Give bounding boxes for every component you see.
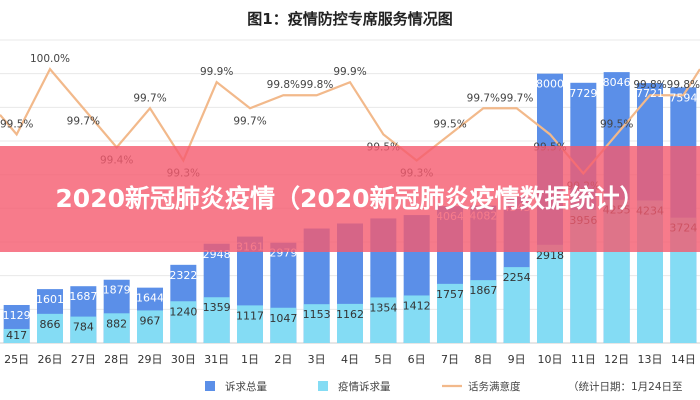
x-tick-label: 27日 xyxy=(71,353,96,366)
epidemic-bar xyxy=(537,244,563,343)
epidemic-bar xyxy=(37,313,63,343)
x-tick-label: 3日 xyxy=(308,353,326,366)
epidemic-value-label: 1412 xyxy=(403,299,431,312)
epidemic-bar xyxy=(170,301,197,343)
epidemic-value-label: 1757 xyxy=(436,288,464,301)
epidemic-value-label: 1047 xyxy=(269,312,297,325)
satisfaction-value-label: 99.7% xyxy=(67,115,100,127)
epidemic-value-label: 882 xyxy=(106,317,127,330)
epidemic-bar xyxy=(403,295,430,343)
epidemic-value-label: 1867 xyxy=(469,284,497,297)
epidemic-value-label: 1354 xyxy=(369,301,397,314)
epidemic-bar xyxy=(237,305,263,343)
satisfaction-value-label: 99.8% xyxy=(633,79,666,91)
epidemic-bar xyxy=(503,267,530,343)
legend-item-satisfaction: 话务满意度 xyxy=(442,380,521,393)
epidemic-bar xyxy=(137,310,163,343)
legend-item-total: 诉求总量 xyxy=(205,380,267,393)
total-value-label: 8000 xyxy=(536,78,564,91)
x-tick-label: 1日 xyxy=(241,353,259,366)
x-tick-label: 2日 xyxy=(274,353,292,366)
banner-text: 2020新冠肺炎疫情（2020新冠肺炎疫情数据统计） xyxy=(55,184,645,213)
footnote: （统计日期：1月24日至 xyxy=(568,380,683,393)
x-tick-label: 9日 xyxy=(508,353,526,366)
total-value-label: 7729 xyxy=(569,87,597,100)
satisfaction-value-label: 99.8% xyxy=(667,79,700,91)
satisfaction-value-label: 99.5% xyxy=(600,118,633,130)
x-tick-label: 13日 xyxy=(638,353,663,366)
legend-item-epidemic: 疫情诉求量 xyxy=(318,380,391,393)
x-tick-label: 5日 xyxy=(374,353,392,366)
total-value-label: 1687 xyxy=(69,290,97,303)
x-tick-label: 4日 xyxy=(341,353,359,366)
x-tick-label: 7日 xyxy=(441,353,459,366)
satisfaction-value-label: 99.8% xyxy=(300,79,333,91)
epidemic-bar xyxy=(103,313,130,343)
total-value-label: 1129 xyxy=(3,309,31,322)
epidemic-value-label: 1117 xyxy=(236,309,264,322)
x-tick-label: 14日 xyxy=(671,353,696,366)
legend-swatch xyxy=(318,381,328,391)
epidemic-bar xyxy=(3,328,30,343)
x-tick-label: 30日 xyxy=(171,353,196,366)
epidemic-bar xyxy=(303,304,330,343)
x-tick-label: 31日 xyxy=(204,353,229,366)
epidemic-bar xyxy=(337,303,363,343)
epidemic-value-label: 1240 xyxy=(169,305,197,318)
epidemic-bar xyxy=(370,297,397,343)
x-tick-label: 8日 xyxy=(474,353,492,366)
legend-label: 疫情诉求量 xyxy=(338,380,391,393)
total-value-label: 7721 xyxy=(636,87,664,100)
satisfaction-value-label: 100.0% xyxy=(30,53,70,65)
satisfaction-value-label: 99.7% xyxy=(233,115,266,127)
epidemic-bar xyxy=(70,316,97,343)
epidemic-bar xyxy=(270,307,297,343)
satisfaction-value-label: 99.9% xyxy=(333,66,366,78)
epidemic-value-label: 2918 xyxy=(536,249,564,262)
epidemic-value-label: 784 xyxy=(73,321,94,334)
satisfaction-value-label: 99.7% xyxy=(133,92,166,104)
epidemic-value-label: 1359 xyxy=(203,301,231,314)
epidemic-value-label: 967 xyxy=(140,314,161,327)
total-value-label: 7594 xyxy=(669,91,697,104)
x-tick-label: 10日 xyxy=(538,353,563,366)
satisfaction-value-label: 99.7% xyxy=(467,92,500,104)
x-tick-label: 6日 xyxy=(408,353,426,366)
chart-title: 图1：疫情防控专席服务情况图 xyxy=(247,10,452,28)
epidemic-value-label: 1162 xyxy=(336,308,364,321)
x-tick-label: 26日 xyxy=(38,353,63,366)
total-value-label: 1879 xyxy=(103,284,131,297)
x-tick-label: 12日 xyxy=(604,353,629,366)
satisfaction-value-label: 99.9% xyxy=(200,66,233,78)
x-tick-label: 28日 xyxy=(104,353,129,366)
epidemic-value-label: 417 xyxy=(6,329,27,342)
epidemic-bar xyxy=(203,297,230,343)
satisfaction-value-label: 99.5% xyxy=(433,118,466,130)
legend-label: 诉求总量 xyxy=(225,380,267,393)
total-value-label: 1644 xyxy=(136,292,164,305)
satisfaction-value-label: 99.5% xyxy=(0,118,33,130)
total-value-label: 2322 xyxy=(169,269,197,282)
legend-label: 话务满意度 xyxy=(468,380,521,393)
x-tick-label: 29日 xyxy=(138,353,163,366)
legend: 诉求总量 疫情诉求量 话务满意度 xyxy=(205,380,521,393)
watermark-banner: 2020新冠肺炎疫情（2020新冠肺炎疫情数据统计） xyxy=(0,146,700,252)
epidemic-bar xyxy=(437,283,463,343)
x-tick-label: 25日 xyxy=(4,353,29,366)
total-value-label: 8046 xyxy=(603,76,631,89)
total-value-label: 1601 xyxy=(36,293,64,306)
epidemic-bar xyxy=(470,280,497,343)
x-tick-label: 11日 xyxy=(571,353,596,366)
satisfaction-value-label: 99.7% xyxy=(500,92,533,104)
x-axis-ticks: 25日 26日 27日 28日 29日 30日 31日 1日 2日 3日 4日 5日 6日 7日 8日 9日 1… xyxy=(4,353,696,366)
epidemic-value-label: 866 xyxy=(40,318,61,331)
satisfaction-value-label: 99.8% xyxy=(267,79,300,91)
legend-swatch xyxy=(205,381,215,391)
epidemic-value-label: 1153 xyxy=(303,308,331,321)
epidemic-value-label: 2254 xyxy=(503,271,531,284)
